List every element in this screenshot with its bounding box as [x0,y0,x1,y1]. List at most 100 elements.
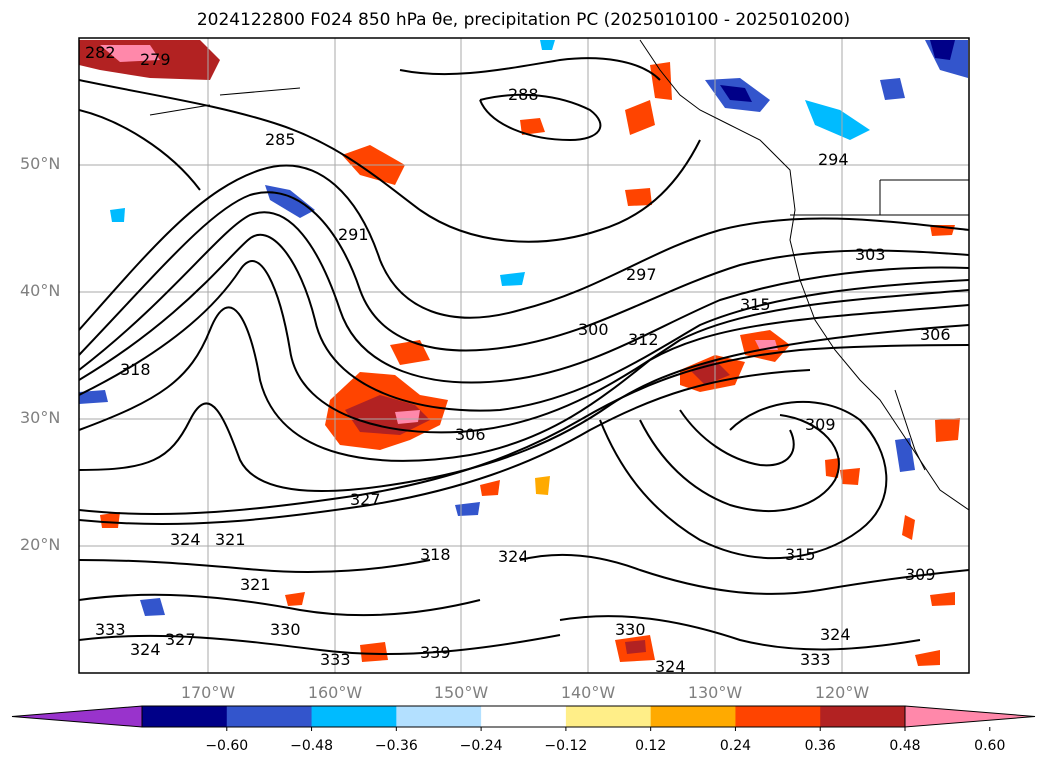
contour-label: 306 [455,425,486,444]
coastline [149,39,969,511]
precip-blob [540,40,555,50]
contour-label: 297 [626,265,657,284]
precip-blob [805,100,870,140]
precip-blob [345,395,430,435]
colorbar-tick-label: 0.24 [719,738,752,754]
contour-label: 303 [855,245,886,264]
theta-e-contours [79,57,969,655]
contour-label: 312 [628,330,659,349]
colorbar-segment [735,706,821,727]
precip-blob [625,640,646,654]
precip-blob [895,438,915,472]
colorbar-segment [311,706,397,727]
lat-label-30n: 30°N [20,408,61,427]
colorbar-segment [226,706,313,727]
precip-blob [395,410,420,424]
precip-blob [935,418,960,442]
contour-label: 318 [420,545,451,564]
lat-label-50n: 50°N [20,154,61,173]
colorbar-segment [481,706,567,727]
precip-blob [285,592,305,606]
lon-label-120w: 120°W [814,683,870,702]
precip-blob [500,272,525,286]
contour-label: 327 [165,630,196,649]
colorbar-tick-label: −0.48 [290,738,333,754]
contour-label: 306 [920,325,951,344]
precip-blob [79,390,108,404]
contour-label: 327 [350,490,381,509]
precip-blob [825,458,840,478]
colorbar-extend-max [904,705,1036,728]
contour-label: 324 [498,547,529,566]
colorbar-segment [820,706,906,727]
contour-label: 309 [805,415,836,434]
colorbar-frame [141,705,906,728]
lon-label-130w: 130°W [687,683,743,702]
colorbar-segment [650,706,736,727]
colorbar-tick-label: 0.12 [635,738,667,754]
contour-label: 339 [420,643,451,662]
contour-label: 294 [818,150,849,169]
contour-labels: 279 282 285 288 291 294 297 300 303 306 … [85,43,951,676]
lon-label-150w: 150°W [433,683,489,702]
colorbar-segment [565,706,652,727]
precip-blob [690,360,730,385]
precip-positive-areas [79,40,960,666]
contour-label: 309 [905,565,936,584]
contour-label: 315 [740,295,771,314]
colorbar-tick-label: 0.48 [889,738,921,754]
contour-label: 324 [170,530,201,549]
precip-blob [930,592,955,606]
graticule [79,38,969,673]
contour-label: 324 [130,640,161,659]
precip-blob [625,100,655,135]
lon-label-160w: 160°W [307,683,363,702]
contour-label: 333 [320,650,351,669]
precip-blob [100,45,160,62]
colorbar [11,705,1036,731]
colorbar-tick-label: −0.24 [459,738,503,754]
contour-label: 300 [578,320,609,339]
precip-blob [625,188,652,206]
contour-label: 288 [508,85,539,104]
colorbar-segment [396,706,482,727]
contour-label: 330 [615,620,646,639]
contour-label: 324 [820,625,851,644]
precip-blob [360,642,388,662]
precip-blob [140,598,165,616]
contour-label: 330 [270,620,301,639]
colorbar-tick-label: 0.36 [804,738,836,754]
precip-blob [650,62,672,100]
lon-label-170w: 170°W [180,683,236,702]
precip-blob [535,476,550,495]
precip-blob [880,78,905,100]
lon-label-140w: 140°W [560,683,616,702]
colorbar-tick-label: −0.12 [544,738,588,754]
colorbar-tick-label: 0.60 [974,738,1006,754]
precip-blob [840,468,860,485]
contour-label: 321 [215,530,246,549]
colorbar-segment [142,706,228,727]
precip-blob [520,118,545,135]
precip-blob [902,515,915,540]
precip-blob [390,340,430,365]
map-frame [78,37,970,674]
lat-label-40n: 40°N [20,281,61,300]
contour-label: 333 [95,620,126,639]
contour-label: 324 [655,657,686,676]
precip-blob [100,512,120,528]
precip-blob [915,650,940,666]
colorbar-tick-label: −0.36 [374,738,418,754]
contour-label: 318 [120,360,151,379]
contour-label: 291 [338,225,369,244]
contour-label: 315 [785,545,816,564]
colorbar-extend-min [11,705,143,728]
precip-blob [930,40,955,60]
precip-blob [720,85,752,102]
figure-title: 2024122800 F024 850 hPa θe, precipitatio… [196,10,851,30]
lat-label-20n: 20°N [20,535,61,554]
contour-label: 321 [240,575,271,594]
colorbar-tick-label: −0.60 [205,738,249,754]
contour-label: 282 [85,43,116,62]
